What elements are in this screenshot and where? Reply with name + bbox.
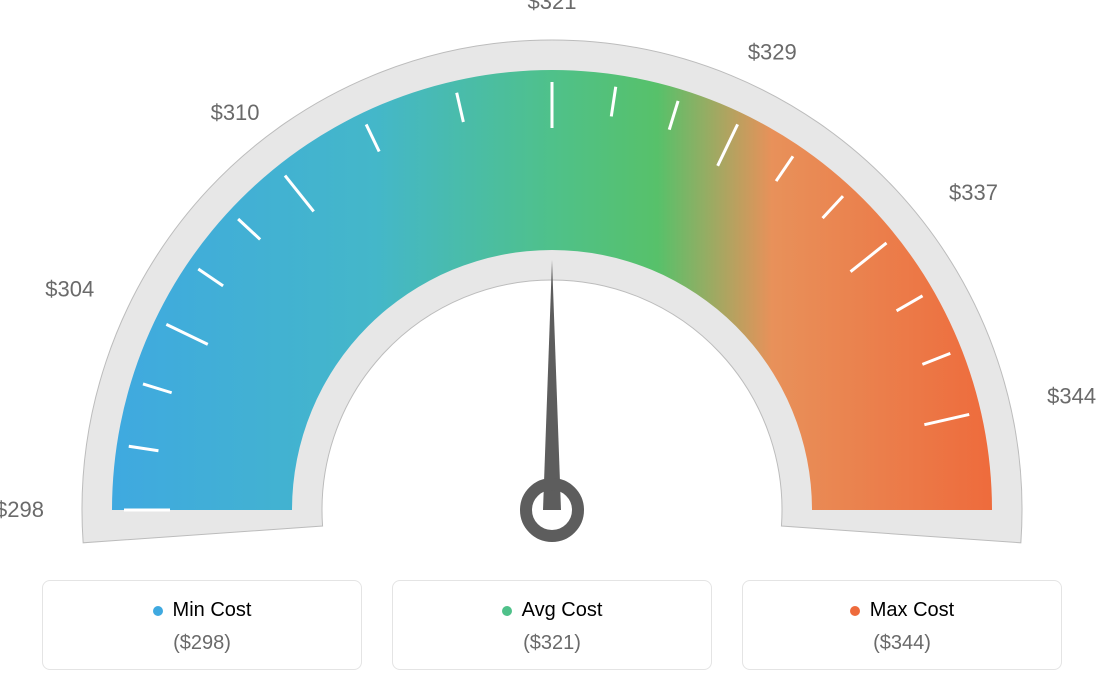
gauge-chart: $298 $304 $310 $321 $329 $337 $344 (0, 0, 1104, 560)
gauge-svg: $298 $304 $310 $321 $329 $337 $344 (0, 0, 1104, 560)
legend-card-min: Min Cost ($298) (42, 580, 362, 670)
legend-value-max: ($344) (753, 632, 1051, 655)
legend-row: Min Cost ($298) Avg Cost ($321) Max Cost… (0, 580, 1104, 670)
cost-gauge-container: $298 $304 $310 $321 $329 $337 $344 Min Cost ($… (0, 0, 1104, 690)
legend-dot-min (153, 606, 163, 616)
legend-label-min-text: Min Cost (173, 599, 252, 622)
legend-label-max-text: Max Cost (870, 599, 954, 622)
legend-label-avg-text: Avg Cost (522, 599, 603, 622)
legend-label-min: Min Cost (153, 599, 252, 622)
legend-label-max: Max Cost (850, 599, 954, 622)
legend-dot-avg (502, 606, 512, 616)
svg-text:$337: $337 (949, 180, 998, 205)
legend-card-avg: Avg Cost ($321) (392, 580, 712, 670)
legend-label-avg: Avg Cost (502, 599, 603, 622)
legend-card-max: Max Cost ($344) (742, 580, 1062, 670)
svg-text:$304: $304 (45, 277, 94, 302)
svg-text:$310: $310 (211, 100, 260, 125)
legend-dot-max (850, 606, 860, 616)
svg-text:$321: $321 (528, 0, 577, 14)
svg-text:$329: $329 (748, 39, 797, 64)
svg-text:$344: $344 (1047, 384, 1096, 409)
legend-value-avg: ($321) (403, 632, 701, 655)
legend-value-min: ($298) (53, 632, 351, 655)
svg-text:$298: $298 (0, 497, 44, 522)
